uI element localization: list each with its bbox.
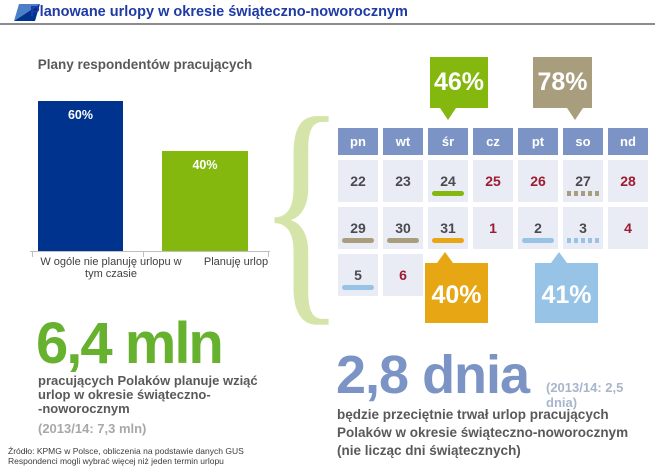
callout-27-december: 78% [533, 57, 592, 120]
callout-percentage: 78% [537, 68, 588, 96]
category-label-vacation: Planuję urlop [203, 256, 269, 268]
footnote-line: Respondenci mogli wybrać więcej niż jede… [8, 456, 224, 466]
calendar-day-28: 28 [608, 160, 648, 202]
day-number: 27 [575, 173, 591, 189]
day-number: 4 [624, 220, 632, 236]
calendar-day-1: 1 [473, 207, 513, 249]
calendar-day-31: 31 [428, 207, 468, 249]
weekday-header-wt: wt [383, 128, 423, 155]
bar-no-vacation-planned: 60% [38, 101, 123, 251]
day-number: 24 [440, 173, 456, 189]
vacation-period-marker [342, 238, 374, 243]
weekday-header-cz: cz [473, 128, 513, 155]
weekday-header-nd: nd [608, 128, 648, 155]
vacation-period-marker [432, 191, 464, 196]
axis-tick [268, 252, 269, 257]
weekday-header-pn: pn [338, 128, 378, 155]
calendar-day-2: 2 [518, 207, 558, 249]
calendar-day-26: 26 [518, 160, 558, 202]
callout-percentage: 40% [431, 281, 482, 309]
day-number: 6 [399, 267, 407, 283]
stat-blue-line: będzie przeciętnie trwał urlop pracujący… [337, 407, 609, 422]
calendar-day-27: 27 [563, 160, 603, 202]
stat-blue-line: (nie licząc dni świątecznych) [337, 443, 521, 458]
calendar-day-30: 30 [383, 207, 423, 249]
axis-tick [143, 252, 144, 257]
day-number: 22 [350, 173, 366, 189]
holiday-calendar: pn wt śr cz pt so nd 22 23 24 25 26 27 28 29 30 31 1 2 3 4 5 6 [338, 128, 648, 296]
stat-green-description: pracujących Polaków planuje wziąć urlop … [38, 374, 298, 416]
day-number: 30 [395, 220, 411, 236]
day-number: 23 [395, 173, 411, 189]
vacation-period-marker [567, 191, 599, 196]
callout-24-december: 46% [430, 57, 488, 120]
stat-blue-prior-year: (2013/14: 2,5 dnia) [546, 380, 624, 410]
calendar-day-3: 3 [563, 207, 603, 249]
bar-value-label: 60% [67, 108, 94, 122]
day-number: 1 [489, 220, 497, 236]
calendar-day-5: 5 [338, 254, 378, 296]
day-number: 26 [530, 173, 546, 189]
kpmg-slide-marker-icon [14, 4, 40, 21]
callout-31-december: 40% [425, 252, 488, 323]
day-number: 5 [354, 267, 362, 283]
calendar-day-24: 24 [428, 160, 468, 202]
callout-percentage: 46% [433, 68, 485, 96]
weekday-header-so: so [563, 128, 603, 155]
stat-green-line: -noworocznym [38, 401, 130, 416]
calendar-day-6: 6 [383, 254, 423, 296]
page-title: Planowane urlopy w okresie świąteczno-no… [30, 4, 408, 20]
stat-green-value: 6,4 mln [36, 311, 224, 376]
day-number: 25 [485, 173, 501, 189]
bar-chart: 60% 40% [30, 100, 270, 257]
bar-vacation-planned: 40% [162, 151, 248, 251]
curly-brace-decoration: { [258, 66, 346, 346]
header-divider [0, 23, 655, 25]
weekday-header-śr: śr [428, 128, 468, 155]
stat-green-prior-year: (2013/14: 7,3 mln) [38, 421, 147, 436]
calendar-day-25: 25 [473, 160, 513, 202]
day-number: 29 [350, 220, 366, 236]
vacation-period-marker [522, 238, 554, 243]
vacation-period-marker [387, 238, 419, 243]
stat-blue-description: będzie przeciętnie trwał urlop pracujący… [337, 406, 647, 460]
source-footnote: Źródło: KPMG w Polsce, obliczenia na pod… [8, 446, 348, 466]
bar-value-label: 40% [192, 158, 218, 172]
chart-title: Plany respondentów pracujących [37, 57, 253, 72]
calendar-day-22: 22 [338, 160, 378, 202]
axis-tick [32, 252, 33, 257]
stat-green-line: pracujących Polaków planuje wziąć [38, 373, 258, 388]
day-number: 2 [534, 220, 542, 236]
stat-green-line: urlop w okresie świąteczno- [38, 387, 211, 402]
calendar-day-23: 23 [383, 160, 423, 202]
stat-blue-line: Polaków w okresie świąteczno-noworocznym [337, 425, 629, 440]
weekday-header-pt: pt [518, 128, 558, 155]
calendar-day-4: 4 [608, 207, 648, 249]
footnote-line: Źródło: KPMG w Polsce, obliczenia na pod… [8, 446, 244, 456]
day-number: 3 [579, 220, 587, 236]
calendar-day-29: 29 [338, 207, 378, 249]
vacation-period-marker [342, 285, 374, 290]
callout-2-january: 41% [535, 252, 598, 323]
day-number: 31 [440, 220, 456, 236]
vacation-period-marker [432, 238, 464, 243]
day-number: 28 [620, 173, 636, 189]
vacation-period-marker [567, 238, 599, 243]
category-label-no-vacation: W ogóle nie planuję urlopu w tym czasie [40, 256, 182, 280]
x-axis-line [30, 251, 270, 252]
callout-percentage: 41% [541, 281, 592, 309]
stat-blue-value: 2,8 dnia [336, 345, 530, 405]
